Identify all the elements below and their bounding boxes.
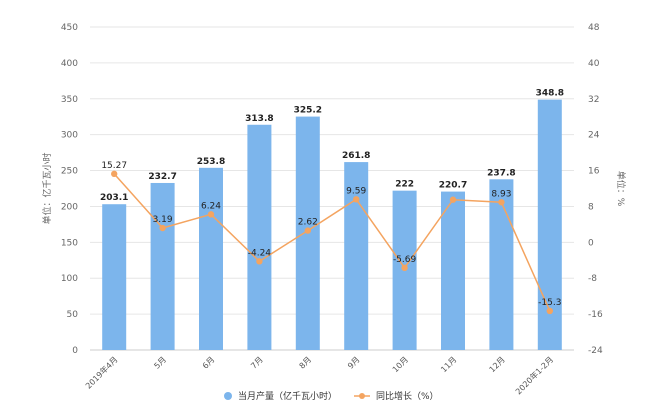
growth-point <box>111 170 118 178</box>
y-left-tick-label: 450 <box>61 23 78 33</box>
y-left-axis-title: 单位：亿千瓦小时 <box>41 152 53 224</box>
growth-point <box>546 307 553 315</box>
growth-point <box>401 264 408 272</box>
x-tick-label: 8月 <box>298 355 314 371</box>
y-left-tick-label: 150 <box>61 238 78 248</box>
bar-value-label: 232.7 <box>148 172 176 182</box>
bar-value-label: 220.7 <box>439 181 467 191</box>
y-left-tick-label: 200 <box>61 202 78 212</box>
growth-point <box>207 211 215 218</box>
bar <box>199 167 223 350</box>
y-right-tick-label: 40 <box>588 59 600 69</box>
growth-point <box>159 224 166 232</box>
y-right-tick-label: -16 <box>588 310 603 320</box>
bar-value-label: 237.8 <box>487 168 515 178</box>
bar-value-label: 203.1 <box>100 193 128 203</box>
growth-value-label: -15.3 <box>538 298 561 308</box>
bar-value-label: 261.8 <box>342 151 370 161</box>
x-tick-label: 7月 <box>249 355 265 371</box>
y-right-tick-label: 0 <box>588 238 594 248</box>
bar <box>102 204 127 350</box>
x-tick-label: 10月 <box>391 355 410 374</box>
bar-value-label: 325.2 <box>294 106 322 116</box>
x-tick-label: 6月 <box>201 355 217 371</box>
y-right-tick-label: 24 <box>588 131 600 141</box>
bar <box>441 191 465 350</box>
growth-value-label: 8.93 <box>491 189 511 199</box>
growth-value-label: -4.24 <box>248 248 272 258</box>
y-right-tick-label: -8 <box>588 274 597 284</box>
x-tick-label: 2019年4月 <box>83 354 119 390</box>
growth-point <box>353 196 360 203</box>
bar <box>150 182 175 350</box>
y-right-tick-label: 8 <box>588 202 594 212</box>
x-tick-label: 12月 <box>488 355 507 374</box>
x-tick-label: 11月 <box>439 355 458 374</box>
bar <box>247 124 272 351</box>
growth-line <box>113 173 551 312</box>
y-right-tick-label: 48 <box>588 23 600 33</box>
growth-value-label: 9.59 <box>346 186 366 196</box>
y-right-tick-label: 16 <box>588 167 600 177</box>
y-right-axis-title: 单位：% <box>615 171 627 207</box>
y-left-tick-label: 0 <box>72 346 78 356</box>
legend-bar-label: 当月产量（亿千瓦小时） <box>238 390 337 402</box>
growth-value-label: 3.19 <box>153 215 173 225</box>
growth-value-label: -5.69 <box>393 255 417 265</box>
legend-bar-swatch <box>224 392 232 400</box>
bar-value-label: 222 <box>395 180 414 190</box>
bar-value-label: 253.8 <box>197 157 225 167</box>
bar <box>489 179 514 350</box>
y-left-tick-label: 350 <box>61 95 78 105</box>
growth-point <box>256 258 263 265</box>
bar-value-label: 313.8 <box>245 114 273 124</box>
growth-point <box>449 196 457 203</box>
y-left-tick-label: 50 <box>67 310 79 320</box>
growth-value-label: 6.24 <box>201 201 221 211</box>
legend-line-label: 同比增长（%） <box>376 390 439 402</box>
growth-point <box>498 199 505 206</box>
y-right-tick-label: 32 <box>588 95 599 105</box>
y-right-tick-label: -24 <box>588 346 603 356</box>
growth-value-label: 15.27 <box>101 161 127 171</box>
bar <box>344 162 369 350</box>
y-left-tick-label: 300 <box>61 131 78 141</box>
y-left-tick-label: 400 <box>61 59 78 69</box>
x-tick-label: 2020年1-2月 <box>513 354 555 396</box>
bar-value-label: 348.8 <box>536 89 564 99</box>
y-left-tick-label: 250 <box>61 167 78 177</box>
x-tick-label: 9月 <box>346 355 362 371</box>
x-tick-label: 5月 <box>152 355 168 371</box>
legend-line-marker <box>359 393 365 399</box>
y-left-tick-label: 100 <box>61 274 78 284</box>
growth-point <box>304 227 311 234</box>
growth-value-label: 2.62 <box>298 218 318 228</box>
